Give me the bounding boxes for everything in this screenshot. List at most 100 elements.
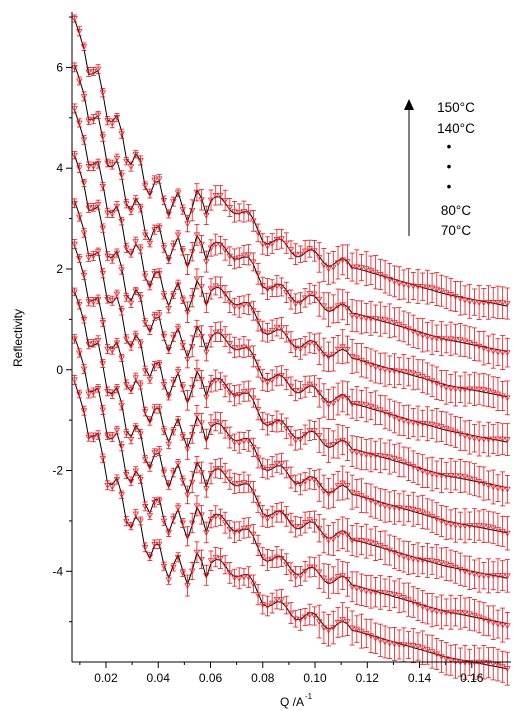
data-point	[254, 543, 262, 549]
data-point	[203, 394, 210, 401]
data-point	[127, 250, 135, 257]
data-point	[315, 525, 323, 532]
data-point	[179, 570, 186, 577]
data-point	[236, 345, 243, 352]
data-point	[414, 420, 422, 427]
data-point	[212, 378, 219, 384]
data-point	[80, 137, 88, 144]
data-point	[391, 505, 398, 511]
data-point	[499, 350, 506, 356]
data-point	[301, 520, 309, 526]
data-point	[419, 468, 426, 475]
reflectivity-curve	[71, 14, 511, 320]
data-point	[94, 337, 102, 344]
data-point	[245, 481, 252, 487]
temperature-arrow-head-icon	[404, 99, 414, 110]
data-point	[438, 560, 445, 566]
data-point	[278, 284, 285, 291]
data-point	[325, 402, 332, 408]
data-point	[419, 604, 426, 611]
data-point	[141, 368, 149, 374]
data-point	[174, 418, 182, 425]
data-point	[123, 518, 130, 525]
data-point	[123, 382, 130, 388]
data-point	[442, 520, 450, 527]
data-point	[127, 164, 135, 170]
data-point	[207, 334, 215, 341]
data-point	[71, 200, 78, 207]
data-point	[410, 420, 417, 426]
data-point	[189, 384, 196, 391]
data-point	[198, 556, 205, 563]
data-point	[94, 202, 102, 208]
data-point	[118, 218, 125, 225]
data-point	[363, 266, 370, 272]
data-point	[457, 431, 464, 438]
data-point	[363, 631, 370, 637]
data-point	[325, 266, 332, 273]
data-point	[283, 240, 290, 247]
data-point	[212, 329, 219, 336]
data-point	[466, 386, 473, 393]
data-point	[71, 241, 78, 248]
data-point	[471, 386, 478, 393]
data-point	[485, 618, 492, 625]
data-point	[189, 431, 196, 438]
data-point	[292, 481, 299, 487]
data-point	[123, 158, 130, 165]
data-point	[292, 388, 299, 394]
data-point	[250, 531, 257, 538]
data-point	[353, 313, 361, 320]
data-point	[85, 118, 92, 125]
data-point	[442, 473, 450, 479]
data-point	[410, 643, 417, 649]
data-point	[268, 464, 276, 470]
data-point	[301, 568, 309, 575]
data-point	[358, 357, 365, 364]
data-point	[94, 386, 102, 392]
data-point	[113, 115, 121, 121]
data-point	[344, 259, 351, 265]
data-point	[504, 666, 511, 672]
reflectivity-curve	[71, 239, 511, 551]
data-point	[485, 573, 492, 580]
data-point	[381, 545, 389, 551]
data-point	[400, 459, 408, 466]
data-point	[381, 274, 389, 281]
data-point	[94, 161, 102, 167]
data-point	[212, 283, 219, 290]
data-point	[457, 523, 464, 530]
data-point	[452, 336, 459, 343]
data-point	[160, 382, 168, 388]
data-point	[292, 574, 299, 580]
data-point	[367, 362, 375, 369]
data-point	[71, 152, 78, 159]
data-point	[189, 295, 196, 301]
data-point	[297, 387, 304, 394]
data-point	[480, 616, 488, 623]
data-point	[165, 257, 172, 263]
data-point	[475, 523, 483, 529]
data-point	[193, 189, 201, 196]
data-point	[494, 485, 502, 492]
data-point	[132, 239, 139, 245]
data-point	[137, 518, 144, 525]
data-point	[151, 313, 158, 320]
data-point	[301, 248, 309, 255]
data-point	[132, 468, 139, 475]
data-point	[250, 259, 257, 266]
data-point	[221, 197, 229, 204]
data-point	[264, 557, 271, 564]
data-point	[320, 303, 328, 310]
data-point	[433, 651, 440, 658]
data-point	[292, 524, 299, 531]
data-point	[363, 402, 370, 409]
data-point	[428, 471, 436, 478]
data-point	[395, 593, 403, 600]
data-point	[203, 530, 210, 536]
data-point	[386, 547, 393, 554]
data-point	[320, 352, 328, 358]
x-tick-label: 0.16	[460, 671, 484, 685]
data-point	[391, 319, 398, 326]
data-point	[325, 578, 332, 585]
